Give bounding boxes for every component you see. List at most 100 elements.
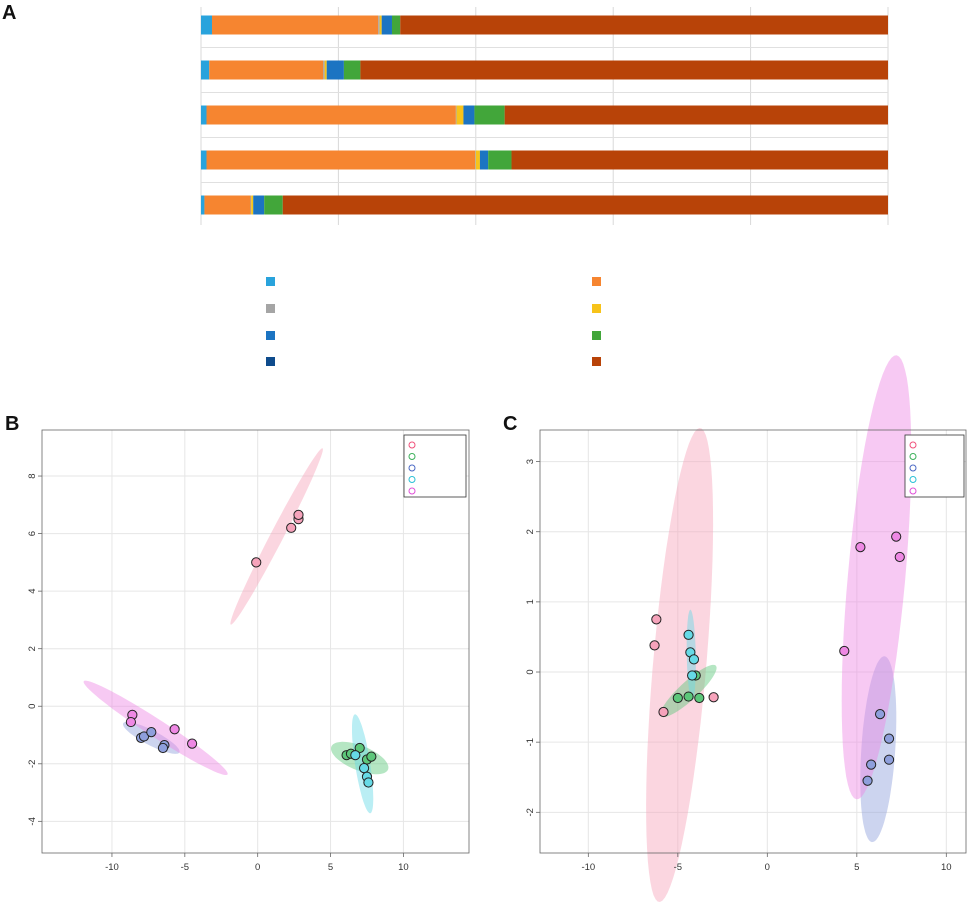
legend-marker-4 (909, 487, 917, 495)
y-tick-label-2: 0 (27, 704, 38, 709)
x-tick-label-4: 10 (941, 862, 952, 873)
point-4-3 (187, 738, 198, 749)
x-tick-label-2: 0 (765, 862, 770, 873)
bar-4-0 (201, 195, 205, 215)
plot-frame (539, 429, 967, 854)
legend-marker-1 (909, 453, 917, 460)
confidence-ellipse-0 (230, 448, 323, 625)
plot-frame (41, 429, 470, 854)
y-tick-label-1: -2 (27, 760, 38, 768)
point-3-0 (350, 750, 361, 761)
panel-b-label: B (5, 413, 19, 435)
point-4-1 (125, 716, 136, 728)
legend-swatch-2 (266, 304, 275, 313)
legend-marker-3 (408, 476, 416, 483)
confidence-ellipse-4 (83, 680, 228, 775)
point-4-2 (169, 724, 180, 735)
point-2-1 (883, 733, 895, 744)
panel-a-label: A (2, 2, 16, 24)
bar-2-3 (456, 105, 464, 125)
x-tick-label-0: -10 (581, 862, 595, 873)
bar-4-3 (251, 195, 254, 215)
point-3-3 (687, 670, 698, 681)
point-1-4 (366, 751, 377, 762)
point-1-2 (694, 692, 705, 704)
bar-3-2 (475, 150, 476, 170)
bar-1-5 (343, 60, 361, 80)
point-2-4 (862, 775, 873, 786)
x-tick-label-4: 10 (398, 862, 409, 873)
legend-swatch-5 (592, 331, 601, 340)
y-tick-label-3: 2 (27, 646, 38, 651)
point-4-2 (894, 551, 905, 563)
legend-marker-3 (909, 476, 917, 483)
point-4-0 (855, 542, 866, 553)
bar-1-4 (326, 60, 344, 80)
bar-2-5 (474, 105, 505, 125)
y-tick-label-0: -4 (27, 817, 38, 825)
bar-4-2 (250, 195, 252, 215)
legend-marker-4 (408, 487, 416, 495)
bar-1-7 (360, 60, 888, 80)
point-3-1 (358, 763, 370, 774)
point-4-1 (891, 531, 902, 542)
x-tick-label-3: 5 (328, 862, 333, 873)
y-tick-label-1: -1 (525, 738, 536, 746)
legend-marker-0 (408, 441, 416, 449)
bar-0-2 (378, 15, 380, 35)
point-1-0 (672, 692, 683, 704)
stacked-bar-chart (200, 7, 889, 366)
bar-1-2 (323, 60, 325, 80)
bar-2-2 (455, 105, 457, 125)
x-tick-label-0: -10 (105, 862, 119, 873)
confidence-ellipse-2 (860, 656, 897, 843)
bar-1-0 (201, 60, 210, 80)
y-tick-label-5: 3 (525, 459, 536, 464)
bar-0-5 (391, 15, 401, 35)
point-2-2 (883, 754, 895, 765)
legend-marker-2 (909, 464, 917, 472)
point-2-4 (157, 742, 169, 754)
point-0-3 (708, 692, 719, 703)
bar-4-7 (282, 195, 888, 215)
confidence-ellipse-0 (646, 428, 714, 902)
bar-2-1 (206, 105, 456, 125)
legend-swatch-0 (266, 277, 275, 286)
bar-3-3 (475, 150, 480, 170)
point-1-1 (683, 691, 694, 702)
bar-2-4 (463, 105, 475, 125)
bar-0-4 (381, 15, 392, 35)
confidence-ellipse-1 (331, 741, 389, 775)
bar-3-1 (206, 150, 476, 170)
y-tick-label-4: 4 (27, 588, 38, 593)
x-tick-label-1: -5 (674, 862, 682, 873)
bar-3-4 (479, 150, 489, 170)
point-0-1 (286, 522, 297, 533)
point-0-0 (251, 557, 262, 568)
legend-swatch-4 (266, 331, 275, 340)
bar-3-5 (488, 150, 512, 170)
bar-1-3 (324, 60, 327, 80)
legend-swatch-6 (266, 357, 275, 366)
point-0-1 (649, 640, 660, 651)
bar-4-5 (264, 195, 283, 215)
y-tick-label-3: 1 (525, 599, 536, 604)
bar-0-0 (201, 15, 212, 35)
panel-c-label: C (503, 413, 517, 435)
point-4-3 (839, 645, 850, 657)
confidence-ellipse-4 (841, 355, 912, 800)
point-3-0 (683, 629, 694, 640)
bar-3-0 (201, 150, 207, 170)
x-tick-label-1: -5 (181, 862, 189, 873)
legend-box (403, 434, 467, 498)
y-tick-label-6: 8 (27, 473, 38, 478)
bar-0-3 (379, 15, 382, 35)
point-0-0 (651, 614, 662, 625)
point-0-2 (658, 706, 669, 718)
legend-swatch-3 (592, 304, 601, 313)
legend-marker-0 (909, 441, 917, 449)
bar-4-1 (204, 195, 251, 215)
y-tick-label-4: 2 (525, 529, 536, 534)
point-2-2 (146, 727, 157, 738)
